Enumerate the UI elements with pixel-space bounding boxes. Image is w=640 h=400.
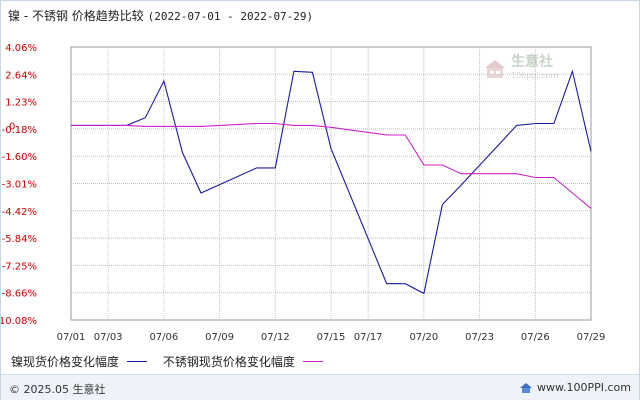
footer-site-link[interactable]: www.100PPI.com xyxy=(519,381,631,394)
x-tick-label: 07/23 xyxy=(465,332,494,343)
watermark-name: 生意社 xyxy=(511,54,553,70)
legend-item-nickel: 镍现货价格变化幅度 xyxy=(11,353,148,370)
y-tick-label: -10.08% xyxy=(1,316,37,327)
chart-title-main: 镍 - 不锈钢 价格趋势比较 xyxy=(8,9,144,23)
x-tick-label: 07/03 xyxy=(94,332,123,343)
x-tick-label: 07/20 xyxy=(409,332,438,343)
y-tick-label: -0.18% xyxy=(2,125,37,136)
chart-legend: 镍现货价格变化幅度 不锈钢现货价格变化幅度 xyxy=(11,353,323,370)
legend-swatch-stainless xyxy=(302,361,323,362)
chart-title-dates: (2022-07-01 - 2022-07-29) xyxy=(147,10,314,23)
legend-swatch-nickel xyxy=(127,361,148,362)
house-logo-icon xyxy=(485,60,505,78)
y-tick-label: -7.25% xyxy=(2,261,37,272)
chart-svg: 4.06% 2.64% 1.23% -0.18% -1.60% -3.01% -4.42% -… xyxy=(1,43,606,343)
y-tick-label: -1.60% xyxy=(2,152,37,163)
x-tick-label: 07/26 xyxy=(521,332,550,343)
legend-label-nickel: 镍现货价格变化幅度 xyxy=(11,355,120,369)
y-tick-label: -5.84% xyxy=(2,234,37,245)
x-tick-label: 07/09 xyxy=(205,332,234,343)
footer-bar: © 2025.05 生意社 www.100PPI.com xyxy=(1,374,639,400)
y-tick-label: -4.42% xyxy=(2,207,37,218)
y-tick-label: 2.64% xyxy=(5,70,37,81)
x-tick-label: 07/29 xyxy=(577,332,606,343)
y-tick-label: 4.06% xyxy=(5,43,37,54)
zero-label: 0 xyxy=(9,121,15,132)
y-tick-label: 1.23% xyxy=(5,98,37,109)
footer-copyright: © 2025.05 生意社 xyxy=(9,383,106,396)
legend-label-stainless: 不锈钢现货价格变化幅度 xyxy=(162,355,295,369)
series-line-nickel xyxy=(71,69,592,295)
x-tick-label: 07/06 xyxy=(149,332,178,343)
footer-site-text: www.100PPI.com xyxy=(537,381,631,394)
x-tick-label: 07/15 xyxy=(317,332,346,343)
y-tick-label: -3.01% xyxy=(2,180,37,191)
blue-house-icon xyxy=(520,382,533,393)
x-tick-label: 07/12 xyxy=(261,332,290,343)
y-tick-label: -8.66% xyxy=(2,289,37,300)
chart-title: 镍 - 不锈钢 价格趋势比较 (2022-07-01 - 2022-07-29) xyxy=(8,7,313,24)
watermark-url: 100ppi.com xyxy=(511,71,559,80)
series-line-stainless xyxy=(71,122,592,209)
watermark: 生意社 100ppi.com xyxy=(483,55,558,83)
legend-item-stainless: 不锈钢现货价格变化幅度 xyxy=(163,353,323,370)
x-tick-label: 07/01 xyxy=(57,332,86,343)
x-tick-label: 07/17 xyxy=(354,332,383,343)
